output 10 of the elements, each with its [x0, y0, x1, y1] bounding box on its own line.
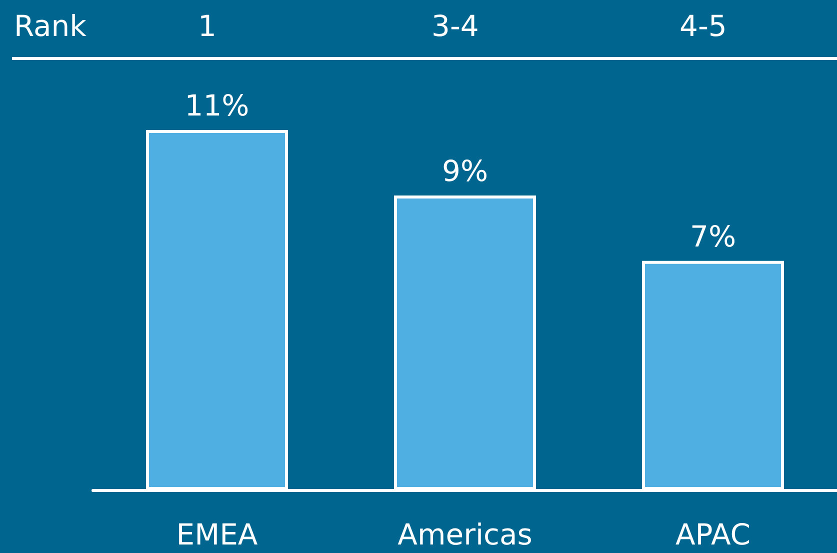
text: 3-4 [432, 8, 479, 44]
text: 1 [198, 8, 216, 44]
x-tick-label: EMEA [176, 518, 258, 552]
data-label: 11% [184, 88, 250, 122]
data-label: 7% [690, 219, 736, 254]
text: 4-5 [680, 8, 727, 44]
x-tick-label: APAC [675, 518, 751, 552]
x-tick-label: Americas [398, 518, 532, 552]
data-label: 9% [442, 154, 488, 188]
text: Rank [14, 8, 86, 44]
